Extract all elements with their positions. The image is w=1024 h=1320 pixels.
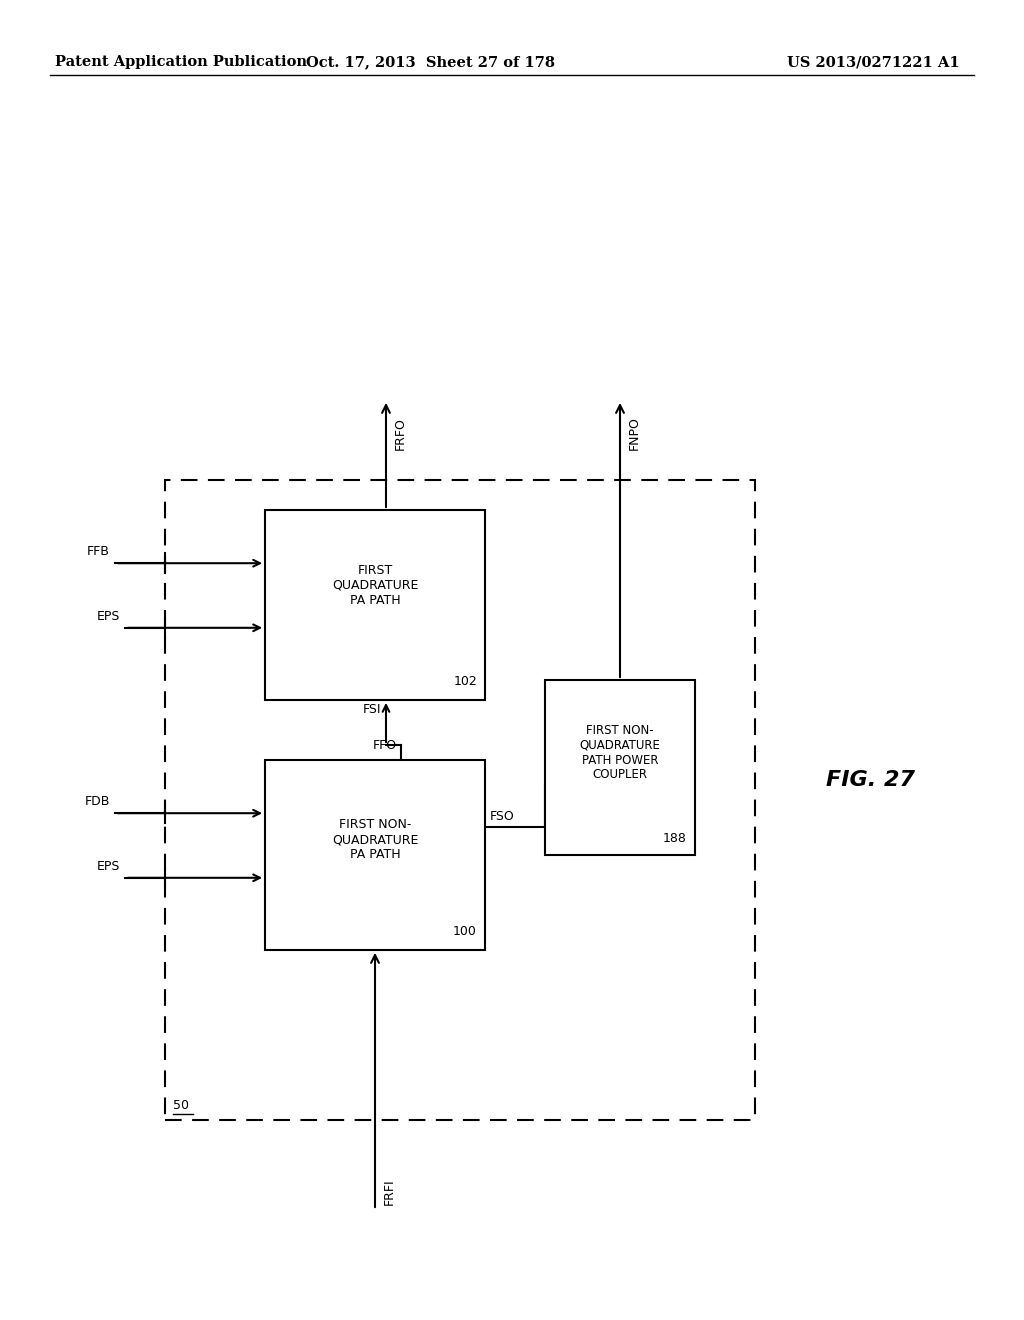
Text: 100: 100: [454, 925, 477, 939]
Text: FIRST
QUADRATURE
PA PATH: FIRST QUADRATURE PA PATH: [332, 564, 418, 606]
Text: 102: 102: [454, 675, 477, 688]
Text: FFB: FFB: [87, 545, 110, 558]
Text: EPS: EPS: [96, 859, 120, 873]
Text: FFO: FFO: [373, 739, 396, 752]
Text: Oct. 17, 2013  Sheet 27 of 178: Oct. 17, 2013 Sheet 27 of 178: [305, 55, 555, 69]
Text: 188: 188: [664, 832, 687, 845]
Text: FNPO: FNPO: [628, 416, 641, 450]
Bar: [265, 760, 485, 950]
Text: FSO: FSO: [490, 810, 515, 824]
Text: FIRST NON-
QUADRATURE
PATH POWER
COUPLER: FIRST NON- QUADRATURE PATH POWER COUPLER: [580, 723, 660, 781]
Bar: [545, 680, 695, 855]
Bar: [265, 510, 485, 700]
Text: US 2013/0271221 A1: US 2013/0271221 A1: [787, 55, 961, 69]
Text: FDB: FDB: [85, 795, 110, 808]
Text: FIRST NON-
QUADRATURE
PA PATH: FIRST NON- QUADRATURE PA PATH: [332, 818, 418, 862]
Text: EPS: EPS: [96, 610, 120, 623]
Text: FSI: FSI: [362, 704, 381, 715]
Text: Patent Application Publication: Patent Application Publication: [55, 55, 307, 69]
Text: FIG. 27: FIG. 27: [825, 770, 914, 789]
Text: 50: 50: [173, 1100, 189, 1111]
Text: FRFO: FRFO: [394, 417, 407, 450]
Bar: [165, 480, 755, 1119]
Text: FRFI: FRFI: [383, 1179, 396, 1205]
